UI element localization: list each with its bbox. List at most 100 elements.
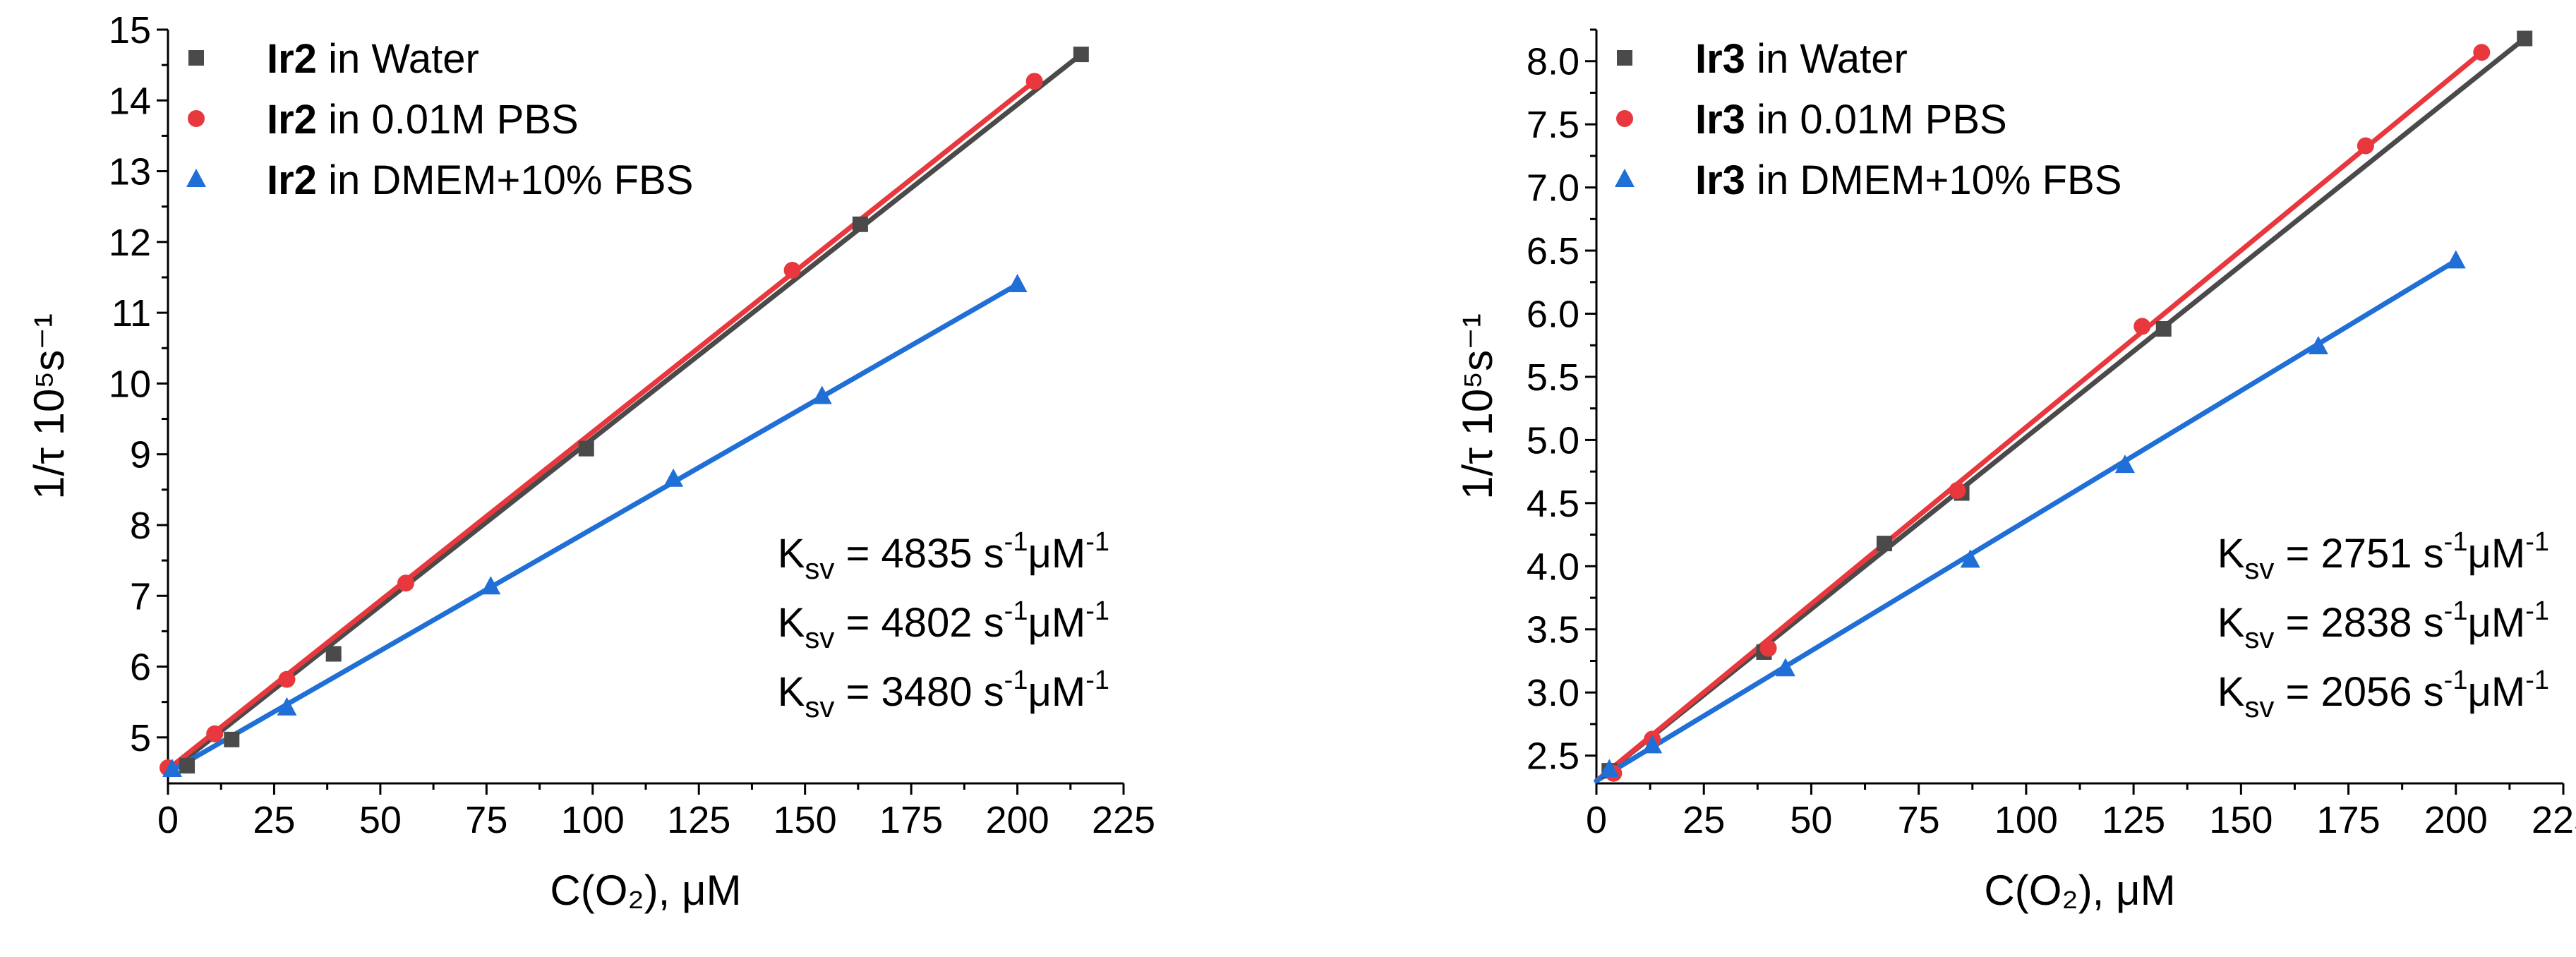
ksv-subscript: sv: [2244, 552, 2274, 585]
ksv-value: = 2751 s: [2274, 531, 2443, 577]
legend-label: Ir3 in Water: [1695, 36, 1908, 82]
data-point: [481, 576, 501, 595]
y-tick-label: 9: [130, 434, 151, 476]
y-axis-title: 1/τ 10⁵s⁻¹: [1454, 313, 1501, 500]
data-point: [1960, 549, 1980, 568]
ksv-value: = 4835 s: [834, 531, 1004, 577]
y-tick-label: 5.0: [1527, 419, 1579, 462]
ksv-value: = 2838 s: [2274, 600, 2443, 646]
x-tick-label: 100: [561, 799, 625, 841]
y-tick-label: 12: [109, 222, 151, 264]
y-tick-label: 7.5: [1527, 104, 1579, 146]
ksv-superscript: -1: [1085, 527, 1109, 557]
ksv-superscript: -1: [1004, 596, 1028, 626]
data-point: [1949, 481, 1966, 499]
x-tick-label: 175: [879, 799, 943, 841]
data-point: [1876, 536, 1892, 552]
fit-line: [165, 282, 1021, 776]
chart-panel-2: 0 25 50 75 100 125 150 175 200 225 2.5 3.0 3.5 4.0 4.5…: [1454, 28, 2576, 914]
data-point: [2155, 320, 2172, 337]
ksv-subscript: sv: [2244, 690, 2274, 723]
y-tick-label: 4.0: [1527, 546, 1579, 588]
series-points: [162, 274, 1028, 777]
data-point: [397, 574, 414, 592]
y-tick-label: 6.5: [1527, 230, 1579, 272]
x-tick-label: 0: [1586, 799, 1607, 841]
ksv-superscript: -1: [2525, 527, 2549, 557]
y-tick-label: 8.0: [1527, 41, 1579, 83]
data-point: [1775, 658, 1795, 677]
ksv-annotation: Ksv = 3480 s-1μM-1: [778, 666, 1109, 723]
ksv-superscript: -1: [1085, 666, 1109, 695]
legend-marker: [186, 169, 206, 187]
ksv-superscript: -1: [2525, 596, 2549, 626]
legend-label-bold: Ir3: [1695, 36, 1745, 82]
y-tick-label: 7.0: [1527, 167, 1579, 210]
legend-label-rest: in Water: [1745, 36, 1908, 82]
legend-marker: [1617, 50, 1632, 66]
ksv-superscript: -1: [2525, 666, 2549, 695]
x-tick-label: 100: [1994, 799, 2058, 841]
x-tick-label: 25: [253, 799, 295, 841]
legend-label: Ir3 in DMEM+10% FBS: [1695, 157, 2121, 203]
ksv-annotation: Ksv = 2751 s-1μM-1: [2217, 527, 2549, 585]
x-tick-label: 75: [465, 799, 507, 841]
ksv-annotation: Ksv = 4835 s-1μM-1: [778, 527, 1109, 585]
data-point: [162, 758, 183, 777]
legend-label-bold: Ir2: [267, 97, 317, 143]
legend-label: Ir3 in 0.01M PBS: [1695, 97, 2007, 143]
data-point: [2308, 336, 2328, 355]
y-tick-label: 8: [130, 505, 151, 547]
x-tick-label: 0: [157, 799, 179, 841]
y-tick-label: 14: [109, 80, 151, 122]
data-point: [179, 757, 195, 774]
ksv-unit: μM: [1028, 669, 1085, 715]
legend-label-rest: in Water: [317, 36, 479, 82]
legend-marker: [188, 50, 204, 66]
ksv-unit: μM: [2467, 600, 2525, 646]
ksv-value: = 3480 s: [834, 669, 1004, 715]
ksv-annotation: Ksv = 4802 s-1μM-1: [778, 596, 1109, 654]
data-point: [1025, 73, 1043, 90]
ksv-superscript: -1: [2444, 666, 2468, 695]
data-point: [206, 725, 224, 742]
series-points: [1599, 250, 2466, 778]
y-tick-label: 5: [130, 717, 151, 759]
data-point: [2114, 455, 2135, 474]
data-point: [1642, 735, 1663, 754]
data-point: [783, 261, 801, 279]
x-axis-title: C(O₂), μM: [1984, 867, 2175, 914]
data-point: [224, 731, 240, 747]
ksv-annotation: Ksv = 2056 s-1μM-1: [2217, 666, 2549, 723]
data-point: [2473, 44, 2491, 61]
data-point: [277, 697, 297, 716]
ksv-lead: K: [778, 600, 805, 646]
legend-label-bold: Ir2: [267, 157, 317, 203]
x-tick-label: 225: [2532, 799, 2576, 841]
ksv-lead: K: [2217, 531, 2245, 577]
y-tick-label: 10: [109, 363, 151, 405]
data-point: [852, 216, 868, 232]
legend-label-rest: in 0.01M PBS: [1745, 97, 2007, 143]
legend-label-rest: in DMEM+10% FBS: [317, 157, 693, 203]
legend-label-bold: Ir3: [1695, 97, 1745, 143]
ksv-value: = 2056 s: [2274, 669, 2443, 715]
ksv-lead: K: [2217, 600, 2245, 646]
x-tick-label: 150: [2209, 799, 2273, 841]
fit-line: [1594, 49, 2484, 783]
x-tick-label: 125: [667, 799, 730, 841]
ksv-superscript: -1: [2444, 596, 2468, 626]
y-tick-label: 6: [130, 646, 151, 689]
fit-line: [1594, 36, 2527, 783]
ksv-subscript: sv: [2244, 621, 2274, 654]
ksv-superscript: -1: [1085, 596, 1109, 626]
legend-marker: [1615, 169, 1635, 187]
data-point: [1073, 47, 1089, 63]
ksv-annotation: Ksv = 2838 s-1μM-1: [2217, 596, 2549, 654]
chart-panel-1: 0 25 50 75 100 125 150 175 200 225 5 6 7 8 9 10 11 12 13 14…: [25, 9, 1155, 914]
fit-line: [165, 52, 1084, 776]
x-tick-label: 200: [986, 799, 1049, 841]
x-tick-label: 150: [774, 799, 837, 841]
y-tick-label: 6.0: [1527, 294, 1579, 336]
x-tick-label: 200: [2424, 799, 2488, 841]
